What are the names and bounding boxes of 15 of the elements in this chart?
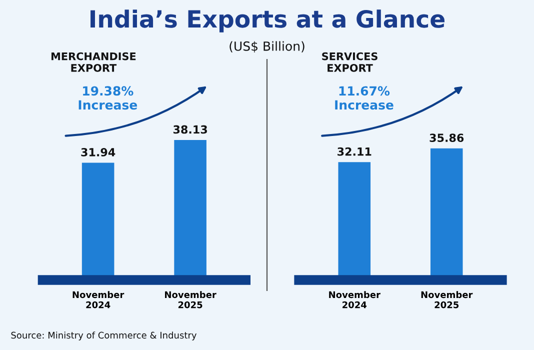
data-label: 31.94 [81,148,116,156]
x-tick-label: November 2024 [329,291,380,308]
x-axis-title: MERCHANDISE EXPORT [52,52,136,72]
data-label: 38.13 [173,125,207,134]
data-label: 35.86 [430,134,464,142]
x-axis-title: SERVICES EXPORT [322,52,378,72]
data-label: 32.11 [338,147,372,156]
chart-title: India’s Exports at a Glance [90,10,444,32]
chart-subtitle: (US$ Billion) [230,41,304,53]
source-note: Source: Ministry of Commerce & Industry [11,332,196,340]
text: 11.67% Increase [335,86,394,110]
text: 19.38% Increase [78,86,138,110]
x-tick-label: November 2024 [72,291,124,308]
x-tick-label: November 2025 [165,291,216,308]
x-tick-label: November 2025 [421,291,473,308]
